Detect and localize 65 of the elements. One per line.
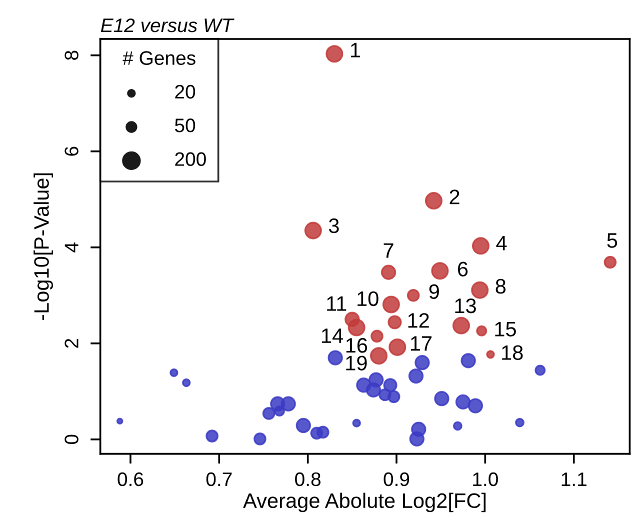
point bbox=[388, 338, 406, 356]
point bbox=[424, 192, 443, 210]
point bbox=[383, 378, 398, 392]
point bbox=[370, 347, 388, 365]
point bbox=[348, 318, 366, 336]
y-tick-label: 0 bbox=[64, 434, 78, 444]
annotation: 2 bbox=[450, 190, 460, 204]
point bbox=[431, 262, 449, 280]
point bbox=[387, 390, 400, 404]
annotation: 14 bbox=[322, 328, 343, 343]
x-tick-label: 1.0 bbox=[473, 472, 498, 486]
point bbox=[455, 394, 471, 410]
point bbox=[460, 353, 476, 368]
point bbox=[472, 237, 490, 255]
point bbox=[206, 430, 218, 442]
annotation: 5 bbox=[607, 233, 618, 248]
y-tick-label: 6 bbox=[64, 146, 78, 156]
y-tick-label: 2 bbox=[64, 338, 78, 348]
x-tick-label: 0.8 bbox=[295, 472, 320, 486]
annotation: 15 bbox=[495, 322, 516, 336]
point bbox=[328, 350, 343, 366]
legend-label: 200 bbox=[175, 152, 206, 166]
point bbox=[414, 354, 430, 370]
point bbox=[409, 431, 424, 446]
point bbox=[304, 222, 322, 240]
annotation: 3 bbox=[328, 218, 339, 234]
point bbox=[316, 426, 330, 439]
x-tick-label: 0.6 bbox=[118, 472, 144, 486]
point bbox=[326, 45, 344, 63]
annotation: 12 bbox=[408, 313, 429, 328]
legend-label: 20 bbox=[175, 84, 196, 99]
annotation: 16 bbox=[346, 338, 368, 353]
annotation: 10 bbox=[358, 291, 378, 306]
point bbox=[296, 418, 311, 434]
annotation: 4 bbox=[496, 236, 507, 250]
legend-title: # Genes bbox=[122, 51, 196, 65]
chart-title: E12 versus WT bbox=[100, 18, 234, 32]
point bbox=[262, 407, 276, 420]
legend-label: 50 bbox=[174, 118, 196, 132]
annotation: 9 bbox=[429, 284, 439, 299]
annotation: 8 bbox=[496, 278, 506, 294]
point bbox=[382, 296, 400, 314]
annotation: 13 bbox=[455, 298, 476, 314]
point bbox=[408, 368, 424, 384]
point bbox=[254, 432, 266, 446]
annotation: 18 bbox=[502, 345, 523, 360]
point bbox=[468, 398, 483, 414]
point bbox=[434, 391, 450, 406]
y-tick-label: 8 bbox=[64, 50, 78, 60]
point bbox=[471, 281, 489, 299]
y-axis-title: -Log10[P-Value] bbox=[34, 173, 54, 320]
x-axis-title: Average Abolute Log2[FC] bbox=[243, 492, 486, 512]
annotation: 17 bbox=[410, 336, 432, 351]
annotation: 19 bbox=[346, 356, 367, 370]
annotation: 1 bbox=[351, 42, 360, 58]
point bbox=[452, 316, 470, 334]
point bbox=[366, 382, 382, 398]
annotation: 11 bbox=[327, 296, 346, 311]
x-tick-label: 1.1 bbox=[562, 472, 586, 486]
point bbox=[280, 396, 296, 412]
annotation: 6 bbox=[458, 262, 468, 276]
x-tick-label: 0.9 bbox=[384, 472, 410, 486]
x-tick-label: 0.7 bbox=[206, 472, 232, 486]
y-tick-label: 4 bbox=[64, 242, 78, 252]
annotation: 7 bbox=[384, 243, 394, 258]
